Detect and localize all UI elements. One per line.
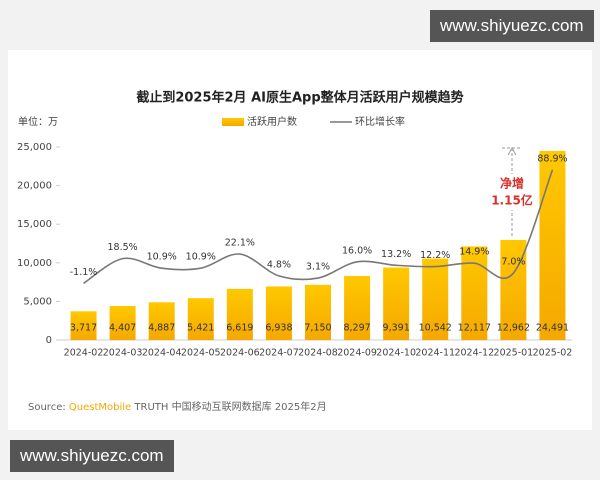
source-label: Source: <box>28 402 66 413</box>
y-tick-label: 10,000 <box>17 258 52 269</box>
bar <box>539 150 566 340</box>
bar <box>226 288 253 340</box>
y-tick-label: 0 <box>46 335 52 346</box>
line-label: 7.0% <box>501 257 525 268</box>
bar <box>344 275 371 340</box>
bar-label: 12,962 <box>497 323 530 334</box>
bar-label: 4,407 <box>109 323 136 334</box>
y-tick-label: 5,000 <box>23 296 52 307</box>
bar-label: 3,717 <box>70 323 97 334</box>
x-tick-label: 2024-03 <box>103 348 143 359</box>
bar <box>70 311 97 340</box>
bar-label: 9,391 <box>383 323 410 334</box>
bar-label: 10,542 <box>419 323 452 334</box>
annotation-bg <box>494 174 530 210</box>
source-text: TRUTH 中国移动互联网数据库 2025年2月 <box>133 400 326 413</box>
y-tick-label: 15,000 <box>17 219 52 230</box>
x-tick-label: 2024-09 <box>337 348 377 359</box>
line-label: 10.9% <box>186 252 216 263</box>
bar <box>148 302 175 340</box>
x-tick-label: 2024-07 <box>259 348 299 359</box>
bar <box>187 298 214 340</box>
bar <box>500 239 527 340</box>
line-label: 14.9% <box>459 247 489 258</box>
annotation: 1.15亿 <box>491 193 533 208</box>
line-label: 88.9% <box>537 153 567 164</box>
x-tick-label: 2024-04 <box>142 348 182 359</box>
y-tick-label: 25,000 <box>17 142 52 153</box>
bar <box>265 286 292 340</box>
watermark: www.shiyuezc.com <box>430 10 594 42</box>
line <box>83 169 554 285</box>
line-label: 10.9% <box>147 252 177 263</box>
bar <box>422 258 449 340</box>
x-tick-label: 2024-12 <box>454 348 494 359</box>
annotation-arrow-head <box>507 146 517 156</box>
line-label: 16.0% <box>342 245 372 256</box>
legend-label: 活跃用户数 <box>247 115 297 128</box>
line-label: 3.1% <box>306 262 330 273</box>
bar <box>461 246 488 340</box>
bar-label: 12,117 <box>458 323 491 334</box>
x-tick-label: 2024-11 <box>415 348 455 359</box>
bar-label: 4,887 <box>148 323 175 334</box>
x-tick-label: 2024-06 <box>220 348 260 359</box>
annotation: 净增 <box>500 176 524 191</box>
bar-label: 6,619 <box>226 323 253 334</box>
line-label: 22.1% <box>225 238 255 249</box>
bar <box>305 284 331 340</box>
chart-title: 截止到2025年2月 AI原生App整体月活跃用户规模趋势 <box>136 90 463 106</box>
bar <box>383 267 410 340</box>
legend-swatch <box>222 118 244 126</box>
x-tick-label: 2024-02 <box>64 348 104 359</box>
x-tick-label: 2025-02 <box>533 348 573 359</box>
bar <box>109 305 136 340</box>
bar-label: 7,150 <box>304 323 331 334</box>
line-label: -1.1% <box>70 267 98 278</box>
bar-label: 8,297 <box>343 323 370 334</box>
card <box>8 50 592 430</box>
line-label: 4.8% <box>267 259 291 270</box>
y-tick-label: 20,000 <box>17 181 52 192</box>
legend-label: 环比增长率 <box>355 115 405 128</box>
source: Source: QuestMobile TRUTH 中国移动互联网数据库 202… <box>28 400 327 413</box>
unit-label: 单位：万 <box>18 115 58 128</box>
bar-label: 24,491 <box>536 323 569 334</box>
x-tick-label: 2024-08 <box>298 348 338 359</box>
x-tick-label: 2024-05 <box>181 348 221 359</box>
source-brand: QuestMobile <box>69 402 131 413</box>
bar-label: 5,421 <box>187 323 214 334</box>
line-label: 18.5% <box>108 242 138 253</box>
line-label: 13.2% <box>381 249 411 260</box>
watermark: www.shiyuezc.com <box>10 440 174 472</box>
x-tick-label: 2025-01 <box>494 348 534 359</box>
x-tick-label: 2024-10 <box>376 348 416 359</box>
line-label: 12.2% <box>420 250 450 261</box>
bar-label: 6,938 <box>265 323 292 334</box>
